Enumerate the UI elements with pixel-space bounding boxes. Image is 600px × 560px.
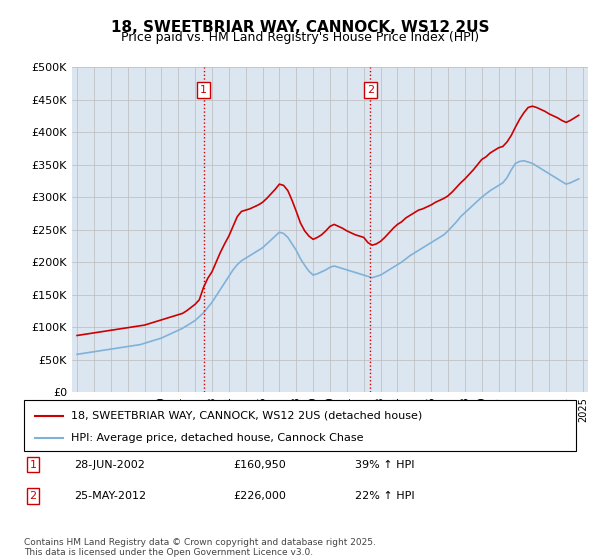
Text: 2: 2: [29, 491, 37, 501]
Text: 18, SWEETBRIAR WAY, CANNOCK, WS12 2US (detached house): 18, SWEETBRIAR WAY, CANNOCK, WS12 2US (d…: [71, 410, 422, 421]
Text: Contains HM Land Registry data © Crown copyright and database right 2025.
This d: Contains HM Land Registry data © Crown c…: [24, 538, 376, 557]
Text: 39% ↑ HPI: 39% ↑ HPI: [355, 460, 415, 469]
Text: 25-MAY-2012: 25-MAY-2012: [74, 491, 146, 501]
Text: 28-JUN-2002: 28-JUN-2002: [74, 460, 145, 469]
Text: £160,950: £160,950: [234, 460, 287, 469]
Text: HPI: Average price, detached house, Cannock Chase: HPI: Average price, detached house, Cann…: [71, 433, 364, 443]
Text: Price paid vs. HM Land Registry's House Price Index (HPI): Price paid vs. HM Land Registry's House …: [121, 31, 479, 44]
Text: 1: 1: [29, 460, 37, 469]
Text: 2: 2: [367, 85, 374, 95]
Text: £226,000: £226,000: [234, 491, 287, 501]
FancyBboxPatch shape: [24, 400, 576, 451]
Text: 18, SWEETBRIAR WAY, CANNOCK, WS12 2US: 18, SWEETBRIAR WAY, CANNOCK, WS12 2US: [111, 20, 489, 35]
Text: 1: 1: [200, 85, 207, 95]
Text: 22% ↑ HPI: 22% ↑ HPI: [355, 491, 415, 501]
